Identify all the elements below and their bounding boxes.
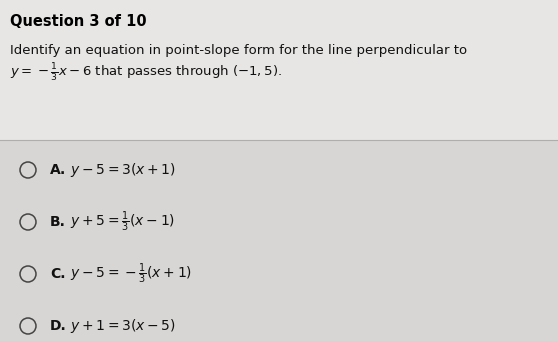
Text: $y = -\frac{1}{3}x - 6$ that passes through $(-1, 5)$.: $y = -\frac{1}{3}x - 6$ that passes thro… <box>10 62 282 84</box>
Text: Identify an equation in point-slope form for the line perpendicular to: Identify an equation in point-slope form… <box>10 44 467 57</box>
FancyBboxPatch shape <box>0 140 558 341</box>
Text: Question 3 of 10: Question 3 of 10 <box>10 14 147 29</box>
FancyBboxPatch shape <box>0 0 558 140</box>
Text: C.: C. <box>50 267 65 281</box>
Text: D.: D. <box>50 319 67 333</box>
Text: $y - 5 = -\frac{1}{3}(x + 1)$: $y - 5 = -\frac{1}{3}(x + 1)$ <box>70 262 192 286</box>
Text: A.: A. <box>50 163 66 177</box>
Text: B.: B. <box>50 215 66 229</box>
Text: $y + 1 = 3(x - 5)$: $y + 1 = 3(x - 5)$ <box>70 317 176 335</box>
Text: $y - 5 = 3(x + 1)$: $y - 5 = 3(x + 1)$ <box>70 161 176 179</box>
Text: $y + 5 = \frac{1}{3}(x - 1)$: $y + 5 = \frac{1}{3}(x - 1)$ <box>70 210 175 234</box>
